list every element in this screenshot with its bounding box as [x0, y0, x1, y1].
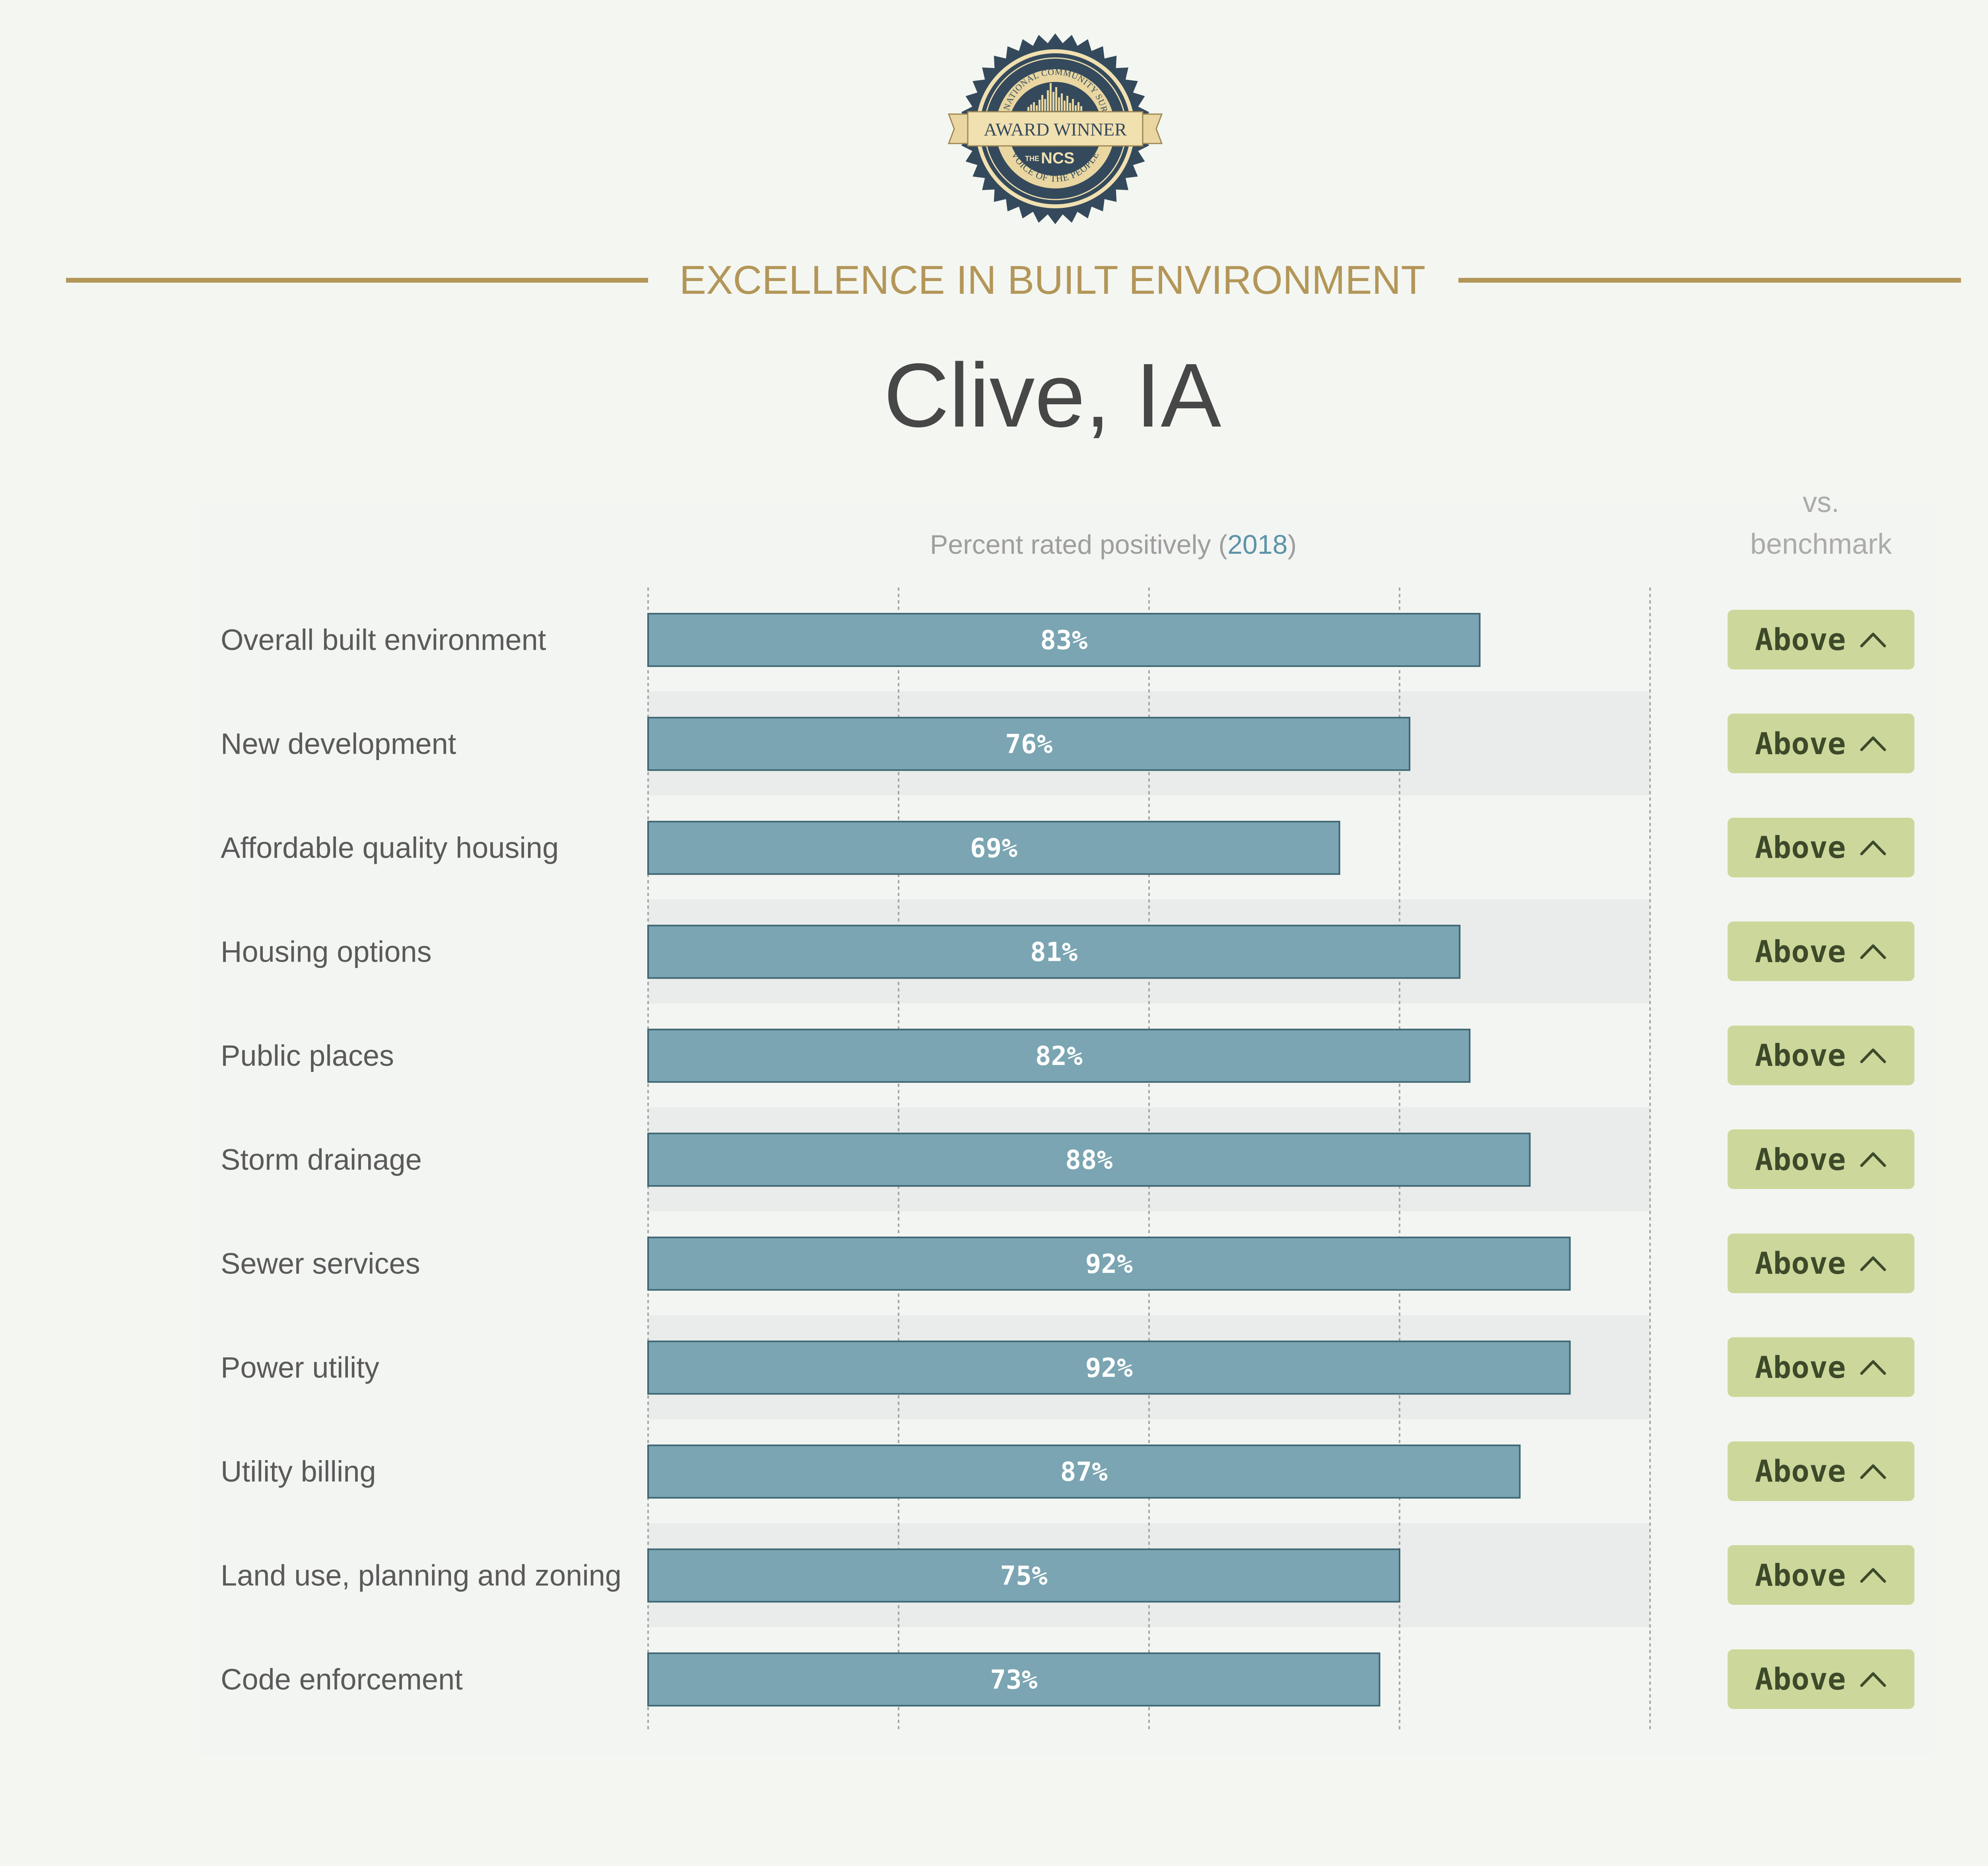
benchmark-badge: Above [1728, 714, 1914, 774]
title-rule-left [66, 278, 648, 283]
title-rule-right [1458, 278, 1961, 283]
bar-value-label: 83% [1040, 625, 1087, 656]
seal-logo-small-text: THE [1025, 155, 1039, 163]
bar-value-label: 69% [970, 833, 1017, 863]
benchmark-text: Above [1755, 1245, 1846, 1281]
benchmark-badge: Above [1728, 1441, 1914, 1501]
bar-value-label: 82% [1035, 1041, 1083, 1071]
bar [647, 1652, 1380, 1707]
bar [647, 613, 1481, 667]
category-label: Sewer services [221, 1247, 420, 1280]
benchmark-text: Above [1755, 1557, 1846, 1593]
benchmark-text: Above [1755, 1038, 1846, 1073]
benchmark-header-vs: vs. [1802, 487, 1839, 518]
header-label-text: Percent rated positively [930, 530, 1211, 560]
benchmark-text: Above [1755, 725, 1846, 761]
category-label: Public places [221, 1039, 394, 1072]
bar [647, 1340, 1571, 1395]
chevron-up-icon [1860, 1152, 1886, 1167]
chevron-up-icon [1860, 1568, 1886, 1583]
bar [647, 717, 1411, 771]
seal-logo-text: NCS [1041, 149, 1074, 167]
bar [647, 1236, 1571, 1291]
chevron-up-icon [1860, 840, 1886, 855]
benchmark-badge: Above [1728, 1025, 1914, 1085]
chevron-up-icon [1860, 1672, 1886, 1687]
benchmark-badge: Above [1728, 1233, 1914, 1293]
benchmark-badge: Above [1728, 1649, 1914, 1709]
category-label: Code enforcement [221, 1663, 463, 1696]
chevron-up-icon [1860, 1464, 1886, 1479]
category-label: Power utility [221, 1351, 379, 1384]
chevron-up-icon [1860, 736, 1886, 751]
bar [647, 1444, 1521, 1499]
category-label: Land use, planning and zoning [221, 1559, 621, 1592]
bar [647, 1548, 1400, 1603]
seal-ribbon-text: AWARD WINNER [984, 119, 1127, 140]
benchmark-header-word: benchmark [1750, 528, 1892, 560]
chevron-up-icon [1860, 1360, 1886, 1375]
benchmark-text: Above [1755, 1349, 1846, 1385]
bar [647, 1028, 1471, 1083]
bar-value-label: 88% [1065, 1144, 1112, 1175]
bar-value-label: 76% [1005, 729, 1052, 759]
chevron-up-icon [1860, 1256, 1886, 1271]
bar [647, 1133, 1531, 1187]
bar-value-label: 81% [1030, 937, 1077, 967]
benchmark-badge: Above [1728, 1337, 1914, 1397]
award-title: EXCELLENCE IN BUILT ENVIRONMENT [679, 258, 1426, 303]
benchmark-text: Above [1755, 1453, 1846, 1489]
bar-value-label: 75% [1000, 1560, 1047, 1591]
bar-value-label: 92% [1085, 1352, 1133, 1383]
category-label: Housing options [221, 935, 432, 968]
chart-header: Percent rated positively (2018) [930, 530, 1297, 560]
benchmark-badge: Above [1728, 817, 1914, 877]
benchmark-badge: Above [1728, 1129, 1914, 1189]
benchmark-badge: Above [1728, 1545, 1914, 1605]
benchmark-header: vs. benchmark [1702, 482, 1940, 569]
chevron-up-icon [1860, 944, 1886, 959]
benchmark-text: Above [1755, 1661, 1846, 1697]
benchmark-text: Above [1755, 622, 1846, 658]
benchmark-text: Above [1755, 933, 1846, 969]
chevron-up-icon [1860, 1048, 1886, 1063]
city-title: Clive, IA [883, 345, 1221, 446]
category-label: Utility billing [221, 1455, 376, 1488]
header-year: 2018 [1227, 530, 1288, 560]
award-seal-icon: THE NATIONAL COMMUNITY SURVEY AWARD WINN… [948, 30, 1163, 224]
chevron-up-icon [1860, 632, 1886, 648]
benchmark-text: Above [1755, 830, 1846, 865]
category-label: Storm drainage [221, 1143, 422, 1176]
category-label: Affordable quality housing [221, 831, 559, 864]
category-label: Overall built environment [221, 623, 546, 656]
bar [647, 820, 1340, 875]
benchmark-text: Above [1755, 1141, 1846, 1177]
bar-value-label: 92% [1085, 1249, 1133, 1279]
benchmark-badge: Above [1728, 921, 1914, 981]
benchmark-badge: Above [1728, 609, 1914, 669]
category-label: New development [221, 727, 456, 760]
bar-value-label: 87% [1060, 1457, 1108, 1487]
bar-value-label: 73% [990, 1664, 1037, 1695]
bar [647, 925, 1461, 979]
